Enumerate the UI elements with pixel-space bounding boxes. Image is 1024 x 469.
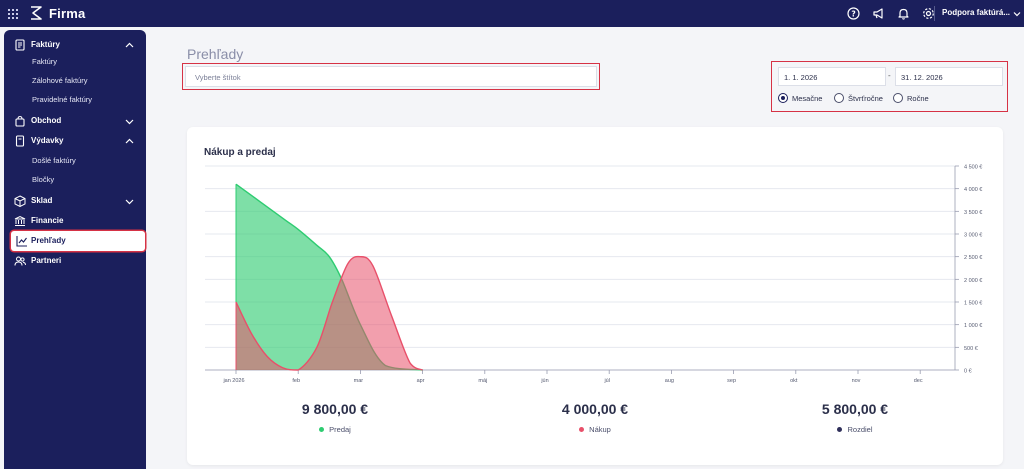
sidebar-item-obchod[interactable]: Obchod	[4, 112, 146, 130]
radio-label: Mesačne	[792, 93, 823, 103]
legend-label: Predaj	[329, 425, 351, 434]
help-icon[interactable]: ?	[846, 6, 861, 21]
radio-label: Ročne	[907, 93, 929, 103]
chevron-down-icon[interactable]	[1013, 10, 1021, 18]
bank-icon	[14, 215, 26, 226]
radio-dot[interactable]	[834, 93, 844, 103]
receipt-icon	[15, 135, 25, 147]
legend-dot	[579, 427, 585, 432]
legend-rozdiel[interactable]: Rozdiel	[775, 425, 935, 434]
sidebar-item-label: Výdavky	[31, 136, 64, 145]
sidebar-subitem-zalohove-faktury[interactable]: Zálohové faktúry	[32, 76, 88, 85]
sidebar-item-partneri[interactable]: Partneri	[4, 252, 146, 270]
date-range-panel: 1. 1. 2026 - 31. 12. 2026 Mesačne Štvrťr…	[771, 61, 1008, 112]
legend-label: Rozdiel	[847, 425, 873, 434]
sidebar-item-faktury[interactable]: Faktúry	[4, 36, 146, 54]
legend-dot	[319, 427, 325, 432]
chevron-up-icon[interactable]	[125, 137, 134, 146]
legend-label: Nákup	[589, 425, 611, 434]
total-rozdiel-value: 5 800,00 €	[821, 401, 889, 417]
sidebar-item-label: Sklad	[31, 196, 53, 205]
period-radio-mesacne[interactable]: Mesačne	[778, 93, 822, 103]
top-bar: Firma ? Podpora faktúrá...	[0, 0, 1024, 27]
date-separator: -	[888, 71, 891, 80]
tag-select-input[interactable]: Vyberte štítok	[185, 66, 597, 87]
radio-dot[interactable]	[893, 93, 903, 103]
shopping-bag-icon	[15, 115, 25, 127]
sidebar-item-prehlady[interactable]: Prehľady	[11, 231, 145, 251]
sidebar-item-label: Prehľady	[31, 236, 66, 245]
sidebar: Faktúry Faktúry Zálohové faktúry Pravide…	[4, 30, 146, 469]
chevron-down-icon[interactable]	[125, 197, 134, 206]
invoice-icon	[15, 39, 25, 51]
legend-predaj[interactable]: Predaj	[255, 425, 415, 434]
megaphone-icon[interactable]	[871, 6, 886, 21]
total-predaj-value: 9 800,00 €	[301, 401, 369, 417]
box-icon	[14, 195, 26, 207]
sidebar-item-label: Obchod	[31, 116, 62, 125]
firma-logo-icon[interactable]	[28, 5, 44, 21]
radio-dot[interactable]	[778, 93, 788, 103]
period-radio-rocne[interactable]: Ročne	[893, 93, 929, 103]
total-nakup-value: 4 000,00 €	[561, 401, 629, 417]
chevron-up-icon[interactable]	[125, 41, 134, 50]
bell-icon[interactable]	[896, 6, 911, 21]
organization-selector[interactable]: Podpora faktúrá...	[942, 8, 1011, 17]
sidebar-item-label: Faktúry	[31, 40, 60, 49]
sidebar-subitem-dosle-faktury[interactable]: Došlé faktúry	[32, 156, 76, 165]
chart-title: Nákup a predaj	[204, 147, 276, 158]
sidebar-item-label: Partneri	[31, 256, 62, 265]
svg-text:?: ?	[851, 9, 855, 18]
radio-label: Štvrťročne	[848, 93, 883, 103]
page-title: Prehľady	[187, 46, 244, 62]
sidebar-subitem-faktury[interactable]: Faktúry	[32, 57, 58, 66]
period-radio-stvrtrocne[interactable]: Štvrťročne	[834, 93, 883, 103]
date-from-input[interactable]: 1. 1. 2026	[778, 67, 886, 86]
sidebar-item-sklad[interactable]: Sklad	[4, 192, 146, 210]
legend-dot	[837, 427, 843, 432]
date-to-input[interactable]: 31. 12. 2026	[895, 67, 1003, 86]
legend-nakup[interactable]: Nákup	[515, 425, 675, 434]
apps-grid-icon[interactable]	[8, 9, 18, 19]
sidebar-item-label: Financie	[31, 216, 64, 225]
chevron-down-icon[interactable]	[125, 117, 134, 126]
people-icon	[14, 256, 26, 266]
sidebar-item-financie[interactable]: Financie	[4, 212, 146, 230]
tag-select-highlight: Vyberte štítok	[182, 63, 600, 90]
gear-icon[interactable]	[921, 6, 936, 21]
sidebar-subitem-blocky[interactable]: Bločky	[32, 175, 55, 184]
top-separator	[934, 6, 935, 21]
chart-line-icon	[16, 236, 27, 247]
sidebar-subitem-pravidelne-faktury[interactable]: Pravidelné faktúry	[32, 95, 93, 104]
top-icons: ?	[846, 6, 936, 21]
sidebar-item-vydavky[interactable]: Výdavky	[4, 132, 146, 150]
brand-name[interactable]: Firma	[49, 6, 86, 21]
